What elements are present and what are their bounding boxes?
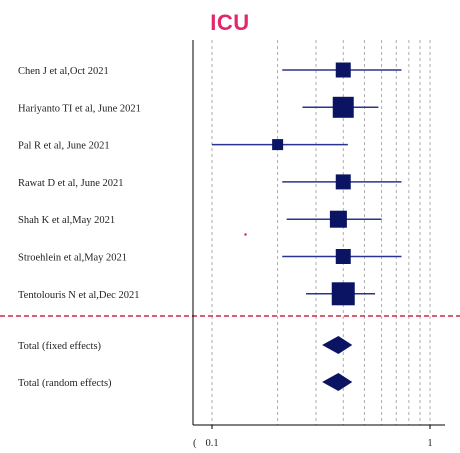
stray-dot (244, 233, 247, 236)
study-labels: Chen J et al,Oct 2021 Hariyanto TI et al,… (18, 66, 141, 301)
point-estimate (335, 249, 351, 264)
study-label: Pal R et al, June 2021 (18, 141, 110, 152)
study-label: Chen J et al,Oct 2021 (18, 66, 109, 77)
study-label: Stroehlein et al,May 2021 (18, 253, 127, 264)
point-estimate (329, 210, 347, 228)
point-estimate (335, 174, 351, 190)
point-estimate (331, 282, 355, 306)
point-estimate (335, 62, 351, 78)
point-estimate (272, 139, 284, 151)
study-label: Shah K et al,May 2021 (18, 215, 115, 226)
x-axis: (0.1 1 (192, 40, 445, 449)
total-marks: Total (fixed effects) Total (random effec… (18, 336, 353, 391)
pooled-diamond (322, 373, 353, 391)
study-label: Rawat D et al, June 2021 (18, 178, 124, 189)
study-label: Tentolouris N et al,Dec 2021 (18, 290, 139, 301)
chart-title: ICU (210, 10, 250, 35)
total-label: Total (random effects) (18, 378, 112, 389)
total-label: Total (fixed effects) (18, 341, 102, 352)
study-label: Hariyanto TI et al, June 2021 (18, 103, 141, 114)
x-tick-label: 0.1 (205, 438, 218, 449)
x-tick-label: 1 (427, 438, 432, 449)
pooled-diamond (322, 336, 353, 354)
study-marks (212, 62, 402, 306)
x-tick-prefix: ( (193, 438, 197, 449)
gridlines (211, 40, 431, 425)
point-estimate (332, 96, 354, 118)
